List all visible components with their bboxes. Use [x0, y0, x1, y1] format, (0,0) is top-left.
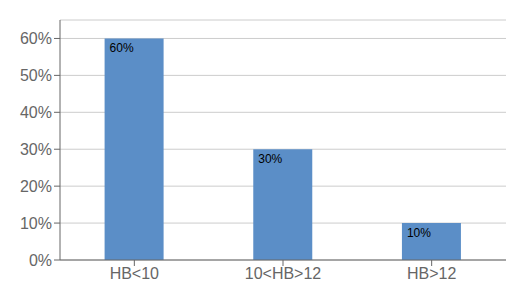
svg-text:20%: 20%: [20, 178, 52, 195]
svg-text:HB<10: HB<10: [110, 265, 159, 282]
svg-text:10%: 10%: [407, 226, 431, 240]
svg-text:30%: 30%: [258, 152, 282, 166]
svg-text:60%: 60%: [20, 30, 52, 47]
svg-text:10<HB>12: 10<HB>12: [245, 265, 322, 282]
svg-text:HB>12: HB>12: [407, 265, 456, 282]
svg-text:40%: 40%: [20, 104, 52, 121]
svg-text:0%: 0%: [29, 252, 52, 269]
svg-text:60%: 60%: [110, 41, 134, 55]
svg-text:50%: 50%: [20, 67, 52, 84]
svg-text:30%: 30%: [20, 141, 52, 158]
svg-text:10%: 10%: [20, 215, 52, 232]
